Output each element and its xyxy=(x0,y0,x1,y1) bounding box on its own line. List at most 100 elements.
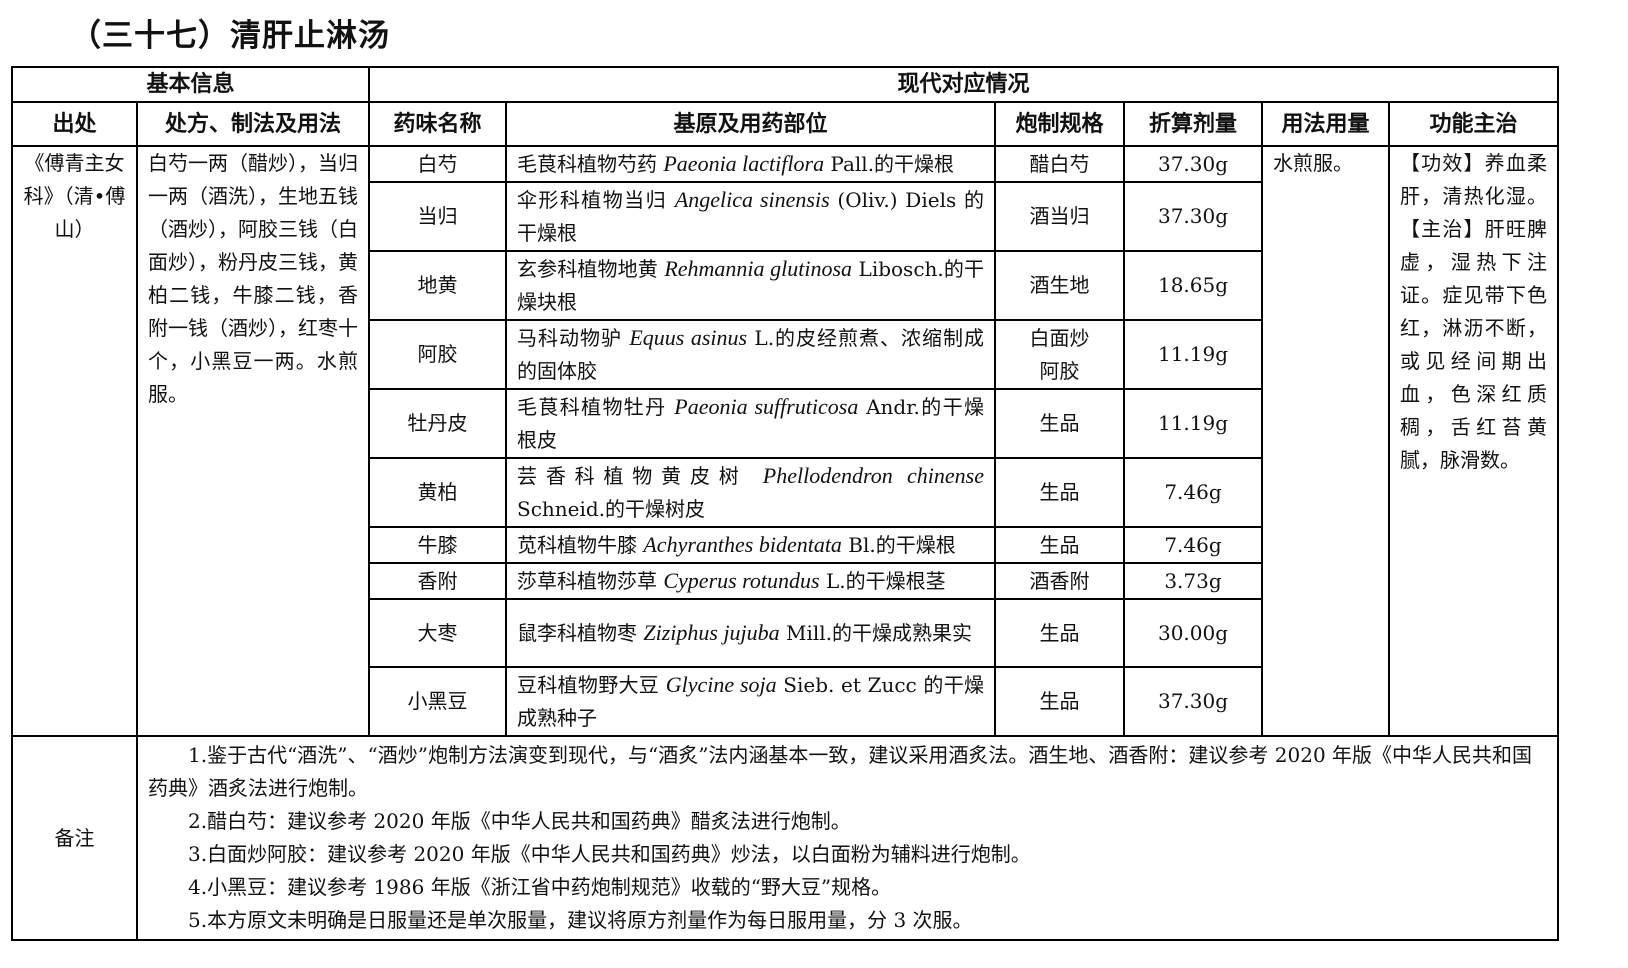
origin-part: Sieb. et Zucc 的干燥成熟种子 xyxy=(517,673,985,730)
processing-spec: 生品 xyxy=(994,526,1125,564)
usage-cell: 水煎服。 xyxy=(1261,145,1390,737)
herb-name: 黄柏 xyxy=(368,457,507,528)
page-title: （三十七）清肝止淋汤 xyxy=(70,18,390,54)
origin-text: 玄参科植物地黄 xyxy=(517,257,665,281)
note-item: 1.鉴于古代“酒洗”、“酒炒”炮制方法演变到现代，与“酒炙”法内涵基本一致，建议… xyxy=(148,743,1533,800)
column-header: 功能主治 xyxy=(1388,101,1559,147)
table-row: 阿胶 马科动物驴 Equus asinus L.的皮经煎煮、浓缩制成的固体胶 白面炒… xyxy=(12,319,1558,390)
converted-dose: 3.73g xyxy=(1123,562,1263,600)
converted-dose: 7.46g xyxy=(1123,457,1263,528)
herb-origin: 苋科植物牛膝 Achyranthes bidentata Bl.的干燥根 xyxy=(505,526,996,564)
processing-spec: 生品 xyxy=(994,388,1125,459)
processing-spec: 白面炒阿胶 xyxy=(994,319,1125,390)
table-row: 地黄 玄参科植物地黄 Rehmannia glutinosa Libosch.的干… xyxy=(12,250,1558,321)
table-row: 黄柏 芸香科植物黄皮树 Phellodendron chinense Schnei… xyxy=(12,457,1558,528)
converted-dose: 30.00g xyxy=(1123,598,1263,668)
table-row: 香附 莎草科植物莎草 Cyperus rotundus L.的干燥根茎 酒香附 3.7… xyxy=(12,562,1558,600)
origin-text: 伞形科植物当归 xyxy=(517,188,675,212)
latin-name: Rehmannia glutinosa xyxy=(664,256,853,281)
column-header: 基原及用药部位 xyxy=(505,101,996,147)
origin-part: Libosch.的干燥块根 xyxy=(517,257,985,314)
notes: 1.鉴于古代“酒洗”、“酒炒”炮制方法演变到现代，与“酒炙”法内涵基本一致，建议… xyxy=(136,735,1559,941)
herb-name: 牡丹皮 xyxy=(368,388,507,459)
latin-name: Phellodendron chinense xyxy=(762,463,985,488)
column-header: 用法用量 xyxy=(1261,101,1390,147)
latin-name: Paeonia lactiflora xyxy=(663,151,825,176)
converted-dose: 11.19g xyxy=(1123,319,1263,390)
processing-spec: 酒当归 xyxy=(994,181,1125,252)
column-header: 处方、制法及用法 xyxy=(136,101,370,147)
table-row: 大枣 鼠李科植物枣 Ziziphus jujuba Mill.的干燥成熟果实 生品 3… xyxy=(12,598,1558,668)
processing-spec: 酒生地 xyxy=(994,250,1125,321)
herb-name: 小黑豆 xyxy=(368,666,507,737)
herb-origin: 莎草科植物莎草 Cyperus rotundus L.的干燥根茎 xyxy=(505,562,996,600)
prescription-cell: 白芍一两（醋炒），当归一两（酒洗），生地五钱（酒炒），阿胶三钱（白面炒），粉丹皮… xyxy=(136,145,370,737)
table-row: 《傅青主女科》（清•傅山） 白芍一两（醋炒），当归一两（酒洗），生地五钱（酒炒），… xyxy=(11,145,1559,737)
group-header-modern: 现代对应情况 xyxy=(368,66,1559,103)
group-header-basic: 基本信息 xyxy=(11,66,370,103)
note-item: 4.小黑豆：建议参考 1986 年版《浙江省中药炮制规范》收载的“野大豆”规格。 xyxy=(188,875,892,899)
table-row: 牡丹皮 毛茛科植物牡丹 Paeonia suffruticosa Andr.的干燥… xyxy=(12,388,1558,459)
source-cell: 《傅青主女科》（清•傅山） xyxy=(11,145,138,737)
herb-name: 牛膝 xyxy=(368,526,507,564)
herb-name: 当归 xyxy=(368,181,507,252)
processing-spec: 生品 xyxy=(994,598,1125,668)
origin-text: 毛茛科植物芍药 xyxy=(517,152,664,176)
origin-text: 鼠李科植物枣 xyxy=(517,621,644,645)
herb-origin: 玄参科植物地黄 Rehmannia glutinosa Libosch.的干燥块… xyxy=(505,250,996,321)
latin-name: Angelica sinensis xyxy=(674,187,830,212)
origin-text: 马科动物驴 xyxy=(517,326,630,350)
latin-name: Equus asinus xyxy=(629,325,748,350)
origin-text: 芸香科植物黄皮树 xyxy=(517,464,763,488)
origin-part: L.的干燥根茎 xyxy=(819,569,946,593)
table-row: 牛膝 苋科植物牛膝 Achyranthes bidentata Bl.的干燥根 生品… xyxy=(12,526,1558,564)
origin-text: 毛茛科植物牡丹 xyxy=(517,395,675,419)
herb-origin: 豆科植物野大豆 Glycine soja Sieb. et Zucc 的干燥成熟… xyxy=(505,666,996,737)
converted-dose: 37.30g xyxy=(1123,666,1263,737)
herb-origin: 毛茛科植物牡丹 Paeonia suffruticosa Andr.的干燥根皮 xyxy=(505,388,996,459)
origin-text: 豆科植物野大豆 xyxy=(517,673,666,697)
herb-origin: 毛茛科植物芍药 Paeonia lactiflora Pall.的干燥根 xyxy=(505,145,996,183)
converted-dose: 11.19g xyxy=(1123,388,1263,459)
table-row: 当归 伞形科植物当归 Angelica sinensis (Oliv.) Diel… xyxy=(12,181,1558,252)
column-header: 药味名称 xyxy=(368,101,507,147)
latin-name: Glycine soja xyxy=(665,672,777,697)
herb-origin: 芸香科植物黄皮树 Phellodendron chinense Schneid.… xyxy=(505,457,996,528)
origin-part: Andr.的干燥根皮 xyxy=(517,395,984,452)
note-item: 5.本方原文未明确是日服量还是单次服量，建议将原方剂量作为每日服用量，分 3 次… xyxy=(188,908,973,932)
herb-name: 香附 xyxy=(368,562,507,600)
herb-origin: 鼠李科植物枣 Ziziphus jujuba Mill.的干燥成熟果实 xyxy=(505,598,996,668)
column-header: 折算剂量 xyxy=(1123,101,1263,147)
herb-name: 阿胶 xyxy=(368,319,507,390)
column-header: 炮制规格 xyxy=(994,101,1125,147)
origin-part: Schneid.的干燥树皮 xyxy=(517,497,706,521)
origin-part: Pall.的干燥根 xyxy=(824,152,955,176)
latin-name: Cyperus rotundus xyxy=(663,568,820,593)
table-row: 小黑豆 豆科植物野大豆 Glycine soja Sieb. et Zucc 的干… xyxy=(12,666,1558,737)
converted-dose: 18.65g xyxy=(1123,250,1263,321)
converted-dose: 37.30g xyxy=(1123,145,1263,183)
origin-part: Mill.的干燥成熟果实 xyxy=(779,621,973,645)
herb-name: 白芍 xyxy=(368,145,507,183)
note-item: 3.白面炒阿胶：建议参考 2020 年版《中华人民共和国药典》炒法，以白面粉为辅… xyxy=(188,842,1031,866)
formula-table: 基本信息 现代对应情况 出处 处方、制法及用法 药味名称 基原及用药部位 炮制规格 折算剂量… xyxy=(11,66,1559,941)
processing-spec: 酒香附 xyxy=(994,562,1125,600)
herb-name: 大枣 xyxy=(368,598,507,668)
function-cell: 【功效】养血柔肝，清热化湿。【主治】肝旺脾虚，湿热下注证。症见带下色红，淋沥不断… xyxy=(1388,145,1559,737)
converted-dose: 37.30g xyxy=(1123,181,1263,252)
origin-text: 苋科植物牛膝 xyxy=(517,533,644,557)
latin-name: Ziziphus jujuba xyxy=(643,620,780,645)
origin-part: (Oliv.) Diels 的干燥根 xyxy=(517,188,985,245)
processing-spec: 生品 xyxy=(994,457,1125,528)
origin-part: Bl.的干燥根 xyxy=(841,533,956,557)
processing-spec: 醋白芍 xyxy=(994,145,1125,183)
column-header: 出处 xyxy=(11,101,138,147)
processing-spec: 生品 xyxy=(994,666,1125,737)
notes-label: 备注 xyxy=(11,735,138,941)
origin-text: 莎草科植物莎草 xyxy=(517,569,664,593)
latin-name: Achyranthes bidentata xyxy=(643,532,842,557)
herb-name: 地黄 xyxy=(368,250,507,321)
origin-part: L.的皮经煎煮、浓缩制成的固体胶 xyxy=(517,326,984,383)
note-item: 2.醋白芍：建议参考 2020 年版《中华人民共和国药典》醋炙法进行炮制。 xyxy=(188,809,851,833)
herb-origin: 伞形科植物当归 Angelica sinensis (Oliv.) Diels … xyxy=(505,181,996,252)
